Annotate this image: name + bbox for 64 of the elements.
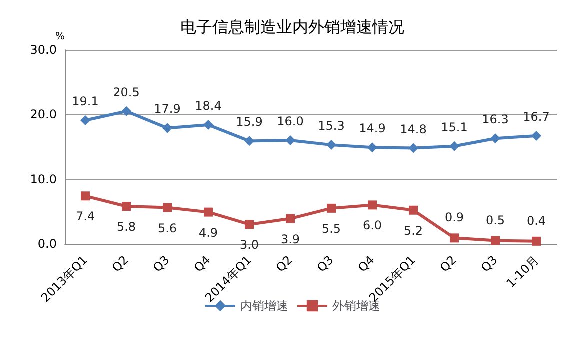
data-label: 14.9 [359, 122, 386, 136]
data-label: 5.2 [404, 224, 424, 238]
data-label: 5.5 [322, 222, 342, 236]
data-label: 3.9 [280, 232, 300, 246]
point [244, 136, 254, 146]
y-tick-label: 20.0 [30, 108, 57, 122]
data-label: 6.0 [362, 218, 382, 233]
data-label: 15.9 [236, 115, 263, 130]
point [286, 214, 295, 224]
x-tick-label: Q3 [478, 253, 500, 276]
point [409, 206, 418, 215]
point [327, 204, 336, 213]
data-label: 0.5 [486, 213, 506, 228]
data-label: 5.8 [116, 220, 136, 234]
point [204, 208, 213, 217]
x-tick-label: Q3 [150, 253, 172, 276]
point [368, 200, 377, 210]
point [163, 203, 172, 212]
legend-label: 内销增速 [240, 299, 288, 313]
x-tick-label: Q4 [355, 253, 378, 276]
data-label: 5.6 [158, 221, 178, 236]
x-tick-label: Q4 [191, 253, 214, 276]
point [81, 192, 90, 201]
point [122, 106, 132, 116]
data-label: 17.9 [154, 102, 181, 116]
data-label: 7.4 [76, 210, 96, 224]
point [162, 123, 172, 134]
data-label: 16.0 [277, 114, 304, 129]
point [532, 131, 542, 142]
point [450, 141, 460, 152]
point [532, 236, 541, 246]
point [245, 220, 254, 230]
legend-label: 外销增速 [332, 299, 380, 313]
point [122, 202, 131, 211]
data-label: 0.4 [526, 214, 546, 228]
chart-title: 电子信息制造业内外销增速情况 [180, 18, 404, 36]
data-label: 3.0 [240, 238, 260, 252]
point [326, 140, 336, 150]
data-label: 14.8 [400, 122, 427, 136]
point [491, 236, 500, 246]
point [490, 134, 500, 144]
point [80, 115, 90, 126]
point [286, 136, 296, 146]
point [368, 142, 378, 153]
y-tick-label: 10.0 [30, 172, 57, 186]
data-label: 0.9 [444, 210, 464, 225]
x-tick-label: Q2 [437, 253, 460, 276]
data-label: 19.1 [72, 94, 99, 108]
data-label: 15.1 [441, 120, 468, 134]
x-tick-label: Q2 [109, 253, 132, 276]
point [204, 120, 214, 130]
data-label: 20.5 [113, 85, 140, 100]
point [408, 143, 418, 154]
data-label: 4.9 [198, 226, 218, 240]
data-label: 16.3 [482, 112, 509, 127]
y-tick-label: 0.0 [38, 237, 57, 251]
data-label: 16.7 [523, 110, 550, 124]
x-tick-label: Q3 [314, 253, 336, 276]
y-tick-label: 30.0 [30, 43, 57, 57]
y-axis-title: % [55, 32, 65, 42]
point [450, 234, 459, 243]
data-label: 18.4 [195, 99, 222, 114]
data-label: 15.3 [318, 119, 345, 134]
x-tick-label: Q2 [273, 253, 296, 276]
